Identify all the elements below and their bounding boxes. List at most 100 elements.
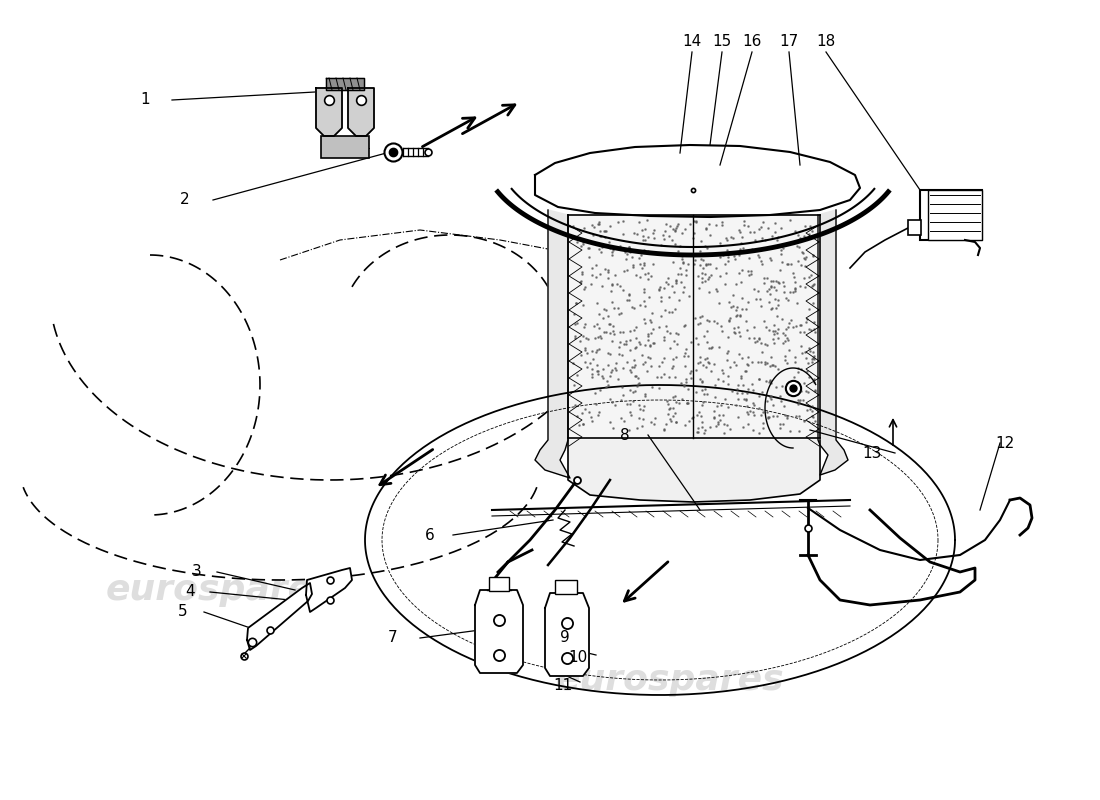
Point (785, 370, 803, 383)
Point (602, 392, 619, 405)
Point (792, 258, 810, 271)
Point (670, 294, 688, 306)
Point (638, 365, 656, 378)
Point (739, 358, 757, 371)
Bar (490, 577, 509, 591)
Point (759, 410, 777, 423)
Point (625, 258, 642, 271)
Point (618, 248, 636, 261)
Point (773, 379, 791, 392)
Point (565, 331, 583, 344)
Point (764, 327, 782, 340)
Point (762, 302, 780, 315)
Point (782, 425, 800, 438)
Point (786, 282, 804, 294)
Point (789, 366, 806, 378)
Point (805, 350, 823, 362)
Point (635, 404, 652, 417)
Point (805, 315, 823, 328)
Point (602, 415, 619, 428)
Point (675, 320, 693, 333)
Point (606, 399, 624, 412)
Point (674, 257, 692, 270)
Point (711, 341, 728, 354)
Point (659, 272, 676, 285)
Point (596, 225, 614, 238)
Point (737, 302, 755, 315)
Point (574, 418, 592, 430)
Point (595, 225, 613, 238)
Point (613, 394, 630, 406)
Point (668, 274, 685, 286)
Point (631, 299, 649, 312)
Point (667, 225, 684, 238)
Point (618, 294, 636, 306)
Point (770, 239, 788, 252)
Point (601, 347, 618, 360)
Point (696, 383, 714, 396)
Point (733, 369, 750, 382)
Point (676, 319, 694, 332)
Point (806, 415, 824, 428)
Point (634, 230, 651, 242)
Point (680, 383, 697, 396)
Point (703, 365, 720, 378)
Point (785, 282, 803, 295)
Point (696, 239, 714, 252)
Point (708, 317, 726, 330)
Point (668, 395, 685, 408)
Point (627, 370, 645, 382)
Point (582, 278, 600, 290)
Point (696, 274, 714, 287)
Point (610, 308, 628, 321)
Point (574, 298, 592, 311)
Point (664, 359, 682, 372)
Point (624, 361, 641, 374)
Point (712, 270, 729, 282)
Point (745, 321, 762, 334)
Point (693, 383, 711, 396)
Point (745, 384, 762, 397)
Point (610, 336, 628, 349)
Point (632, 249, 650, 262)
Point (574, 238, 592, 250)
Point (637, 338, 654, 351)
Point (732, 330, 749, 342)
Point (795, 272, 813, 285)
Point (774, 326, 792, 339)
Point (604, 422, 622, 434)
Text: eurospares: eurospares (556, 663, 784, 697)
Point (660, 403, 678, 416)
Point (617, 246, 635, 259)
Point (627, 370, 645, 382)
Point (631, 402, 649, 415)
Point (635, 234, 652, 246)
Point (719, 251, 737, 264)
Point (631, 258, 649, 271)
Point (686, 363, 704, 376)
Point (726, 326, 744, 338)
Point (661, 326, 679, 339)
Point (595, 302, 613, 315)
Point (604, 243, 622, 256)
Point (714, 374, 732, 387)
Point (783, 285, 801, 298)
Point (565, 317, 583, 330)
Point (740, 332, 758, 345)
Point (650, 382, 668, 394)
Point (605, 302, 623, 314)
Point (786, 224, 804, 237)
Point (771, 263, 789, 276)
Point (590, 242, 607, 255)
Point (667, 238, 684, 250)
Point (752, 232, 770, 245)
Point (588, 218, 606, 230)
Point (602, 326, 619, 339)
Point (741, 226, 759, 239)
Point (609, 373, 627, 386)
Point (621, 334, 639, 346)
Point (667, 406, 684, 419)
Point (785, 356, 803, 369)
Point (778, 322, 795, 335)
Point (641, 339, 659, 352)
